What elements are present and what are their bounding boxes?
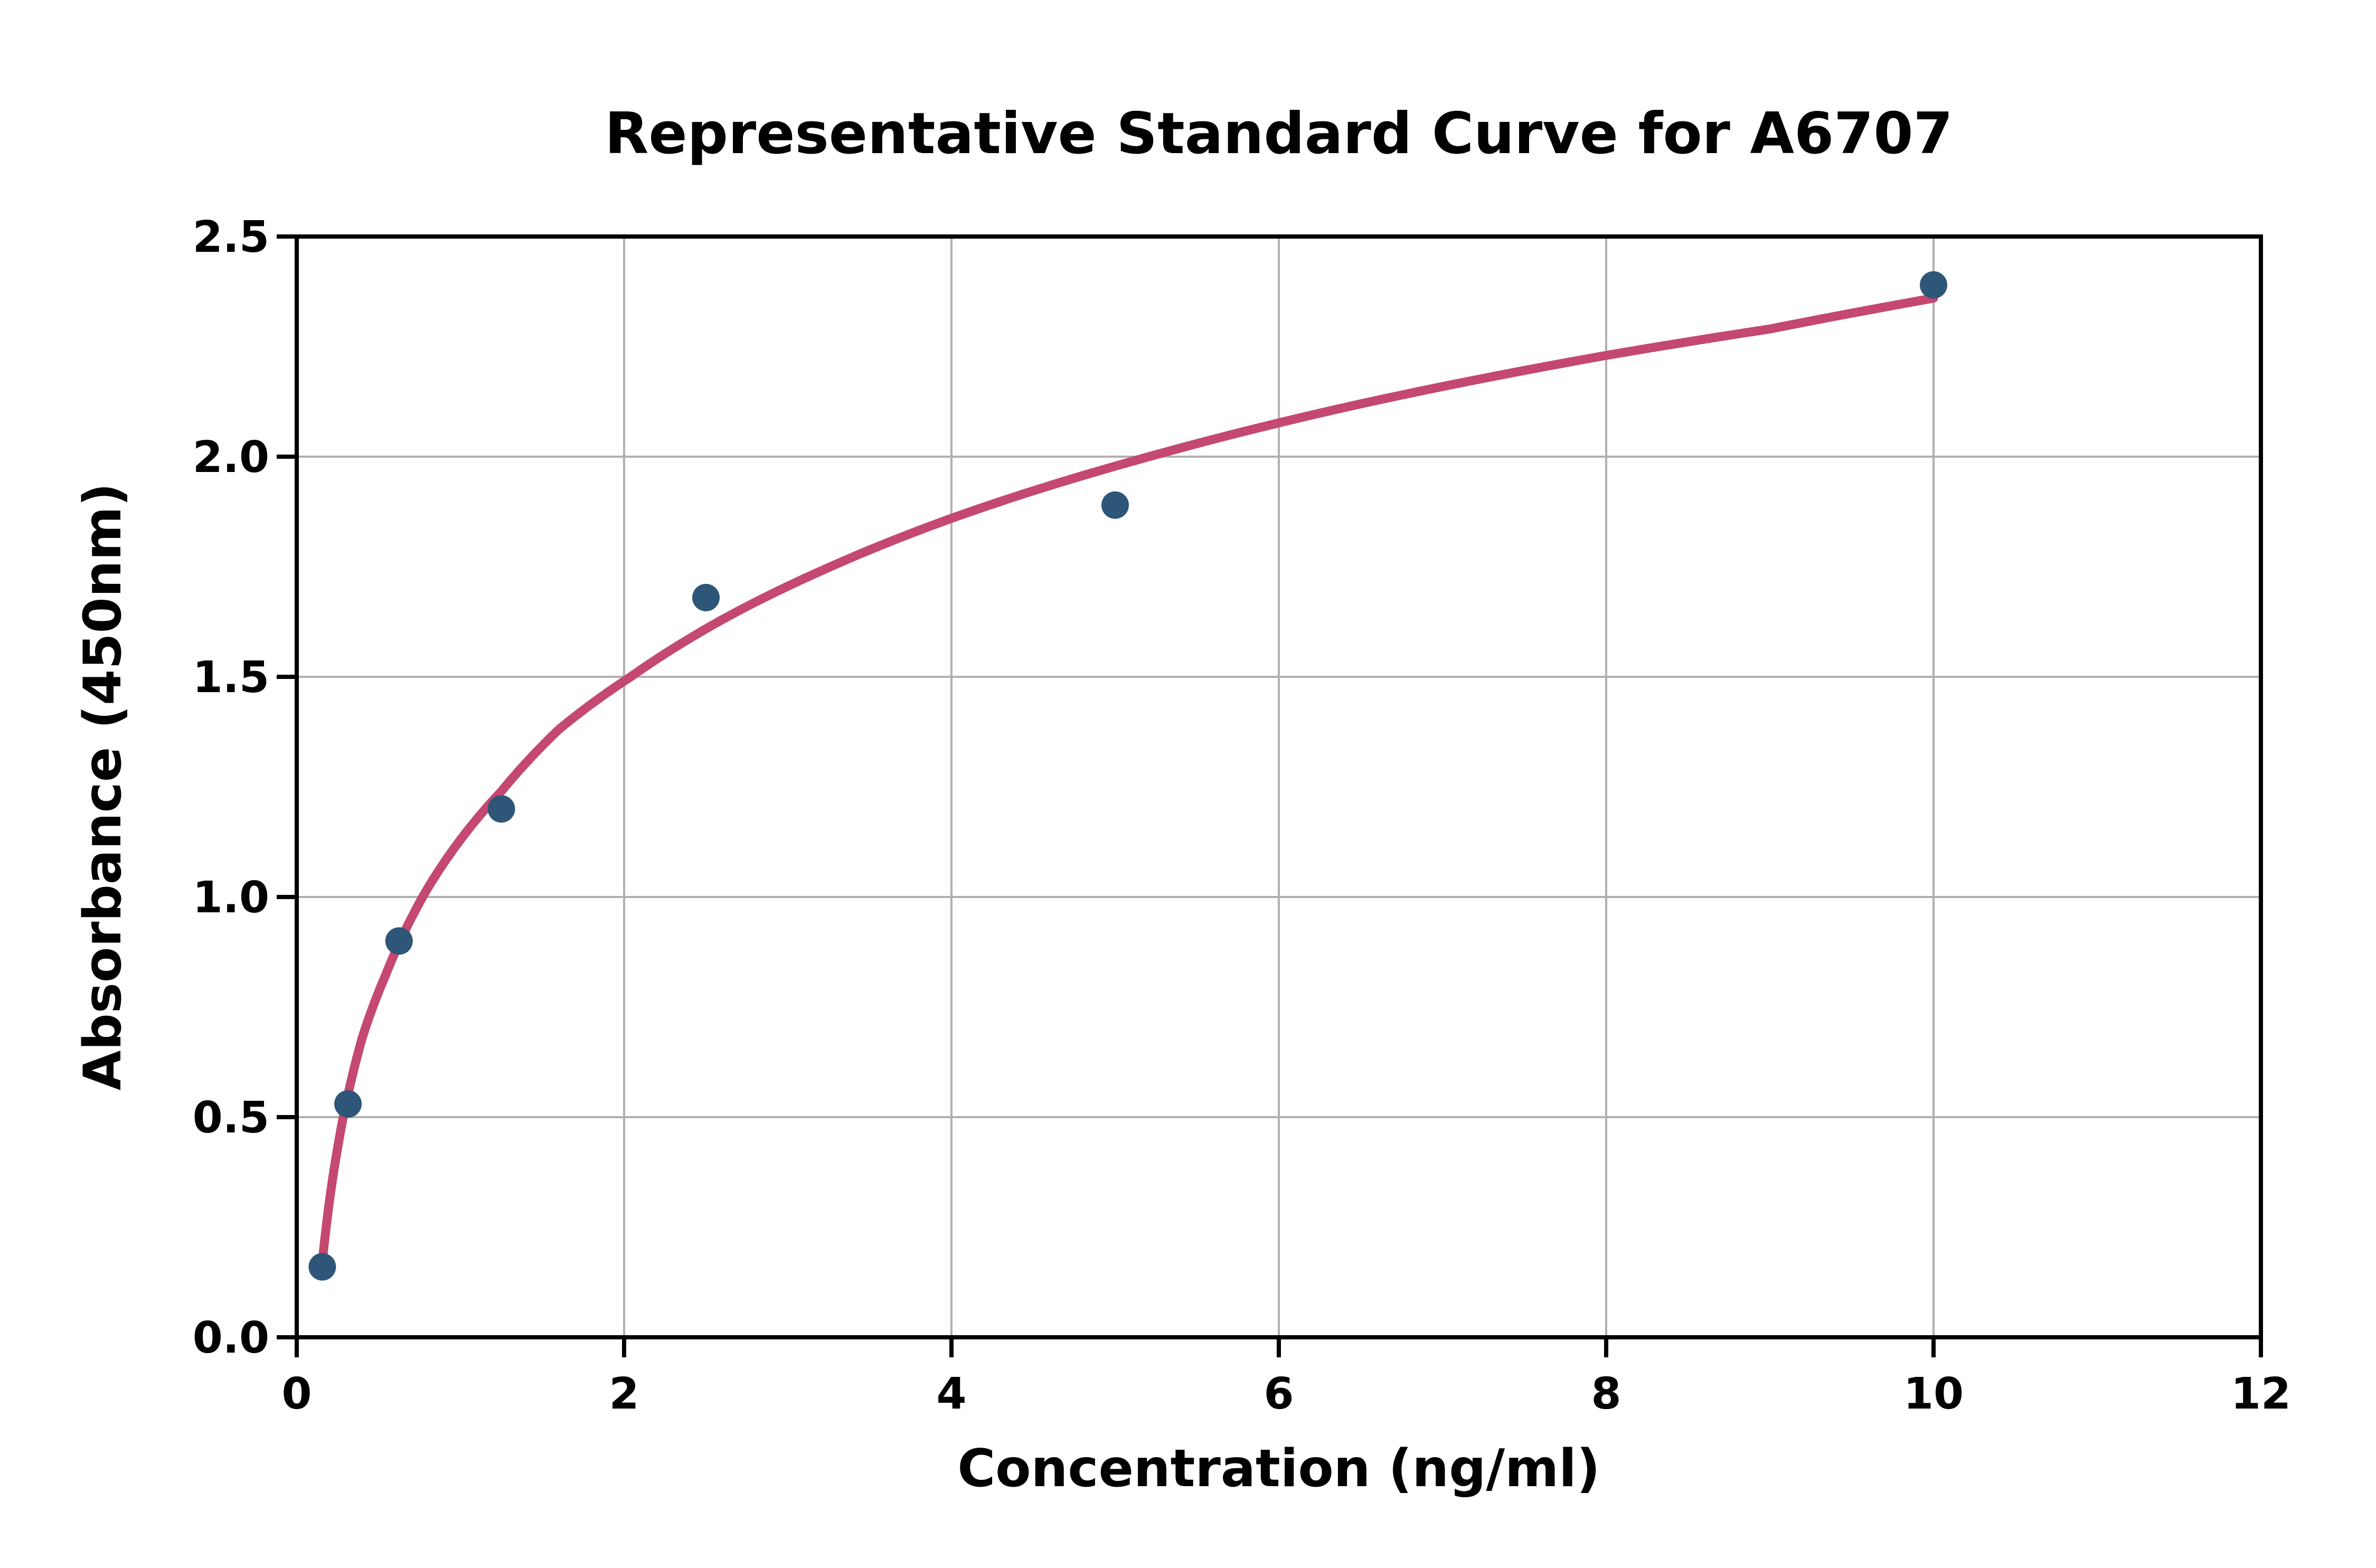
x-tick-label: 12 (2231, 1369, 2291, 1419)
data-layer (308, 271, 1947, 1281)
y-tick-label: 2.5 (193, 212, 269, 262)
grid-layer (297, 237, 2261, 1337)
data-point (1920, 271, 1947, 299)
x-tick-label: 6 (1264, 1369, 1294, 1419)
plot-frame (295, 234, 2263, 1339)
y-tick-label: 2.0 (193, 432, 269, 483)
x-tick-label: 0 (281, 1369, 312, 1419)
data-point (487, 795, 515, 823)
y-tick-label: 0.0 (193, 1313, 269, 1363)
x-axis-label: Concentration (ng/ml) (957, 1439, 1600, 1499)
x-tick-label: 10 (1903, 1369, 1964, 1419)
y-tick-label: 1.0 (193, 873, 269, 923)
data-point (308, 1253, 336, 1281)
y-tick-label: 0.5 (193, 1093, 269, 1143)
tick-layer (277, 234, 2263, 1357)
fit-curve (317, 294, 1938, 1267)
data-point (1101, 491, 1129, 519)
y-tick-label: 1.5 (193, 653, 269, 703)
x-tick-label: 4 (936, 1369, 966, 1419)
x-tick-label: 8 (1591, 1369, 1621, 1419)
data-point (334, 1090, 362, 1118)
data-point (692, 583, 720, 611)
chart-title: Representative Standard Curve for A6707 (605, 101, 1953, 167)
x-tick-label: 2 (609, 1369, 639, 1419)
y-axis-label: Absorbance (450nm) (73, 483, 133, 1091)
tick-label-layer: 0 2 4 6 8 10 12 0.0 0.5 1.0 1.5 2.0 2.5 (193, 212, 2291, 1419)
data-point (385, 927, 413, 955)
